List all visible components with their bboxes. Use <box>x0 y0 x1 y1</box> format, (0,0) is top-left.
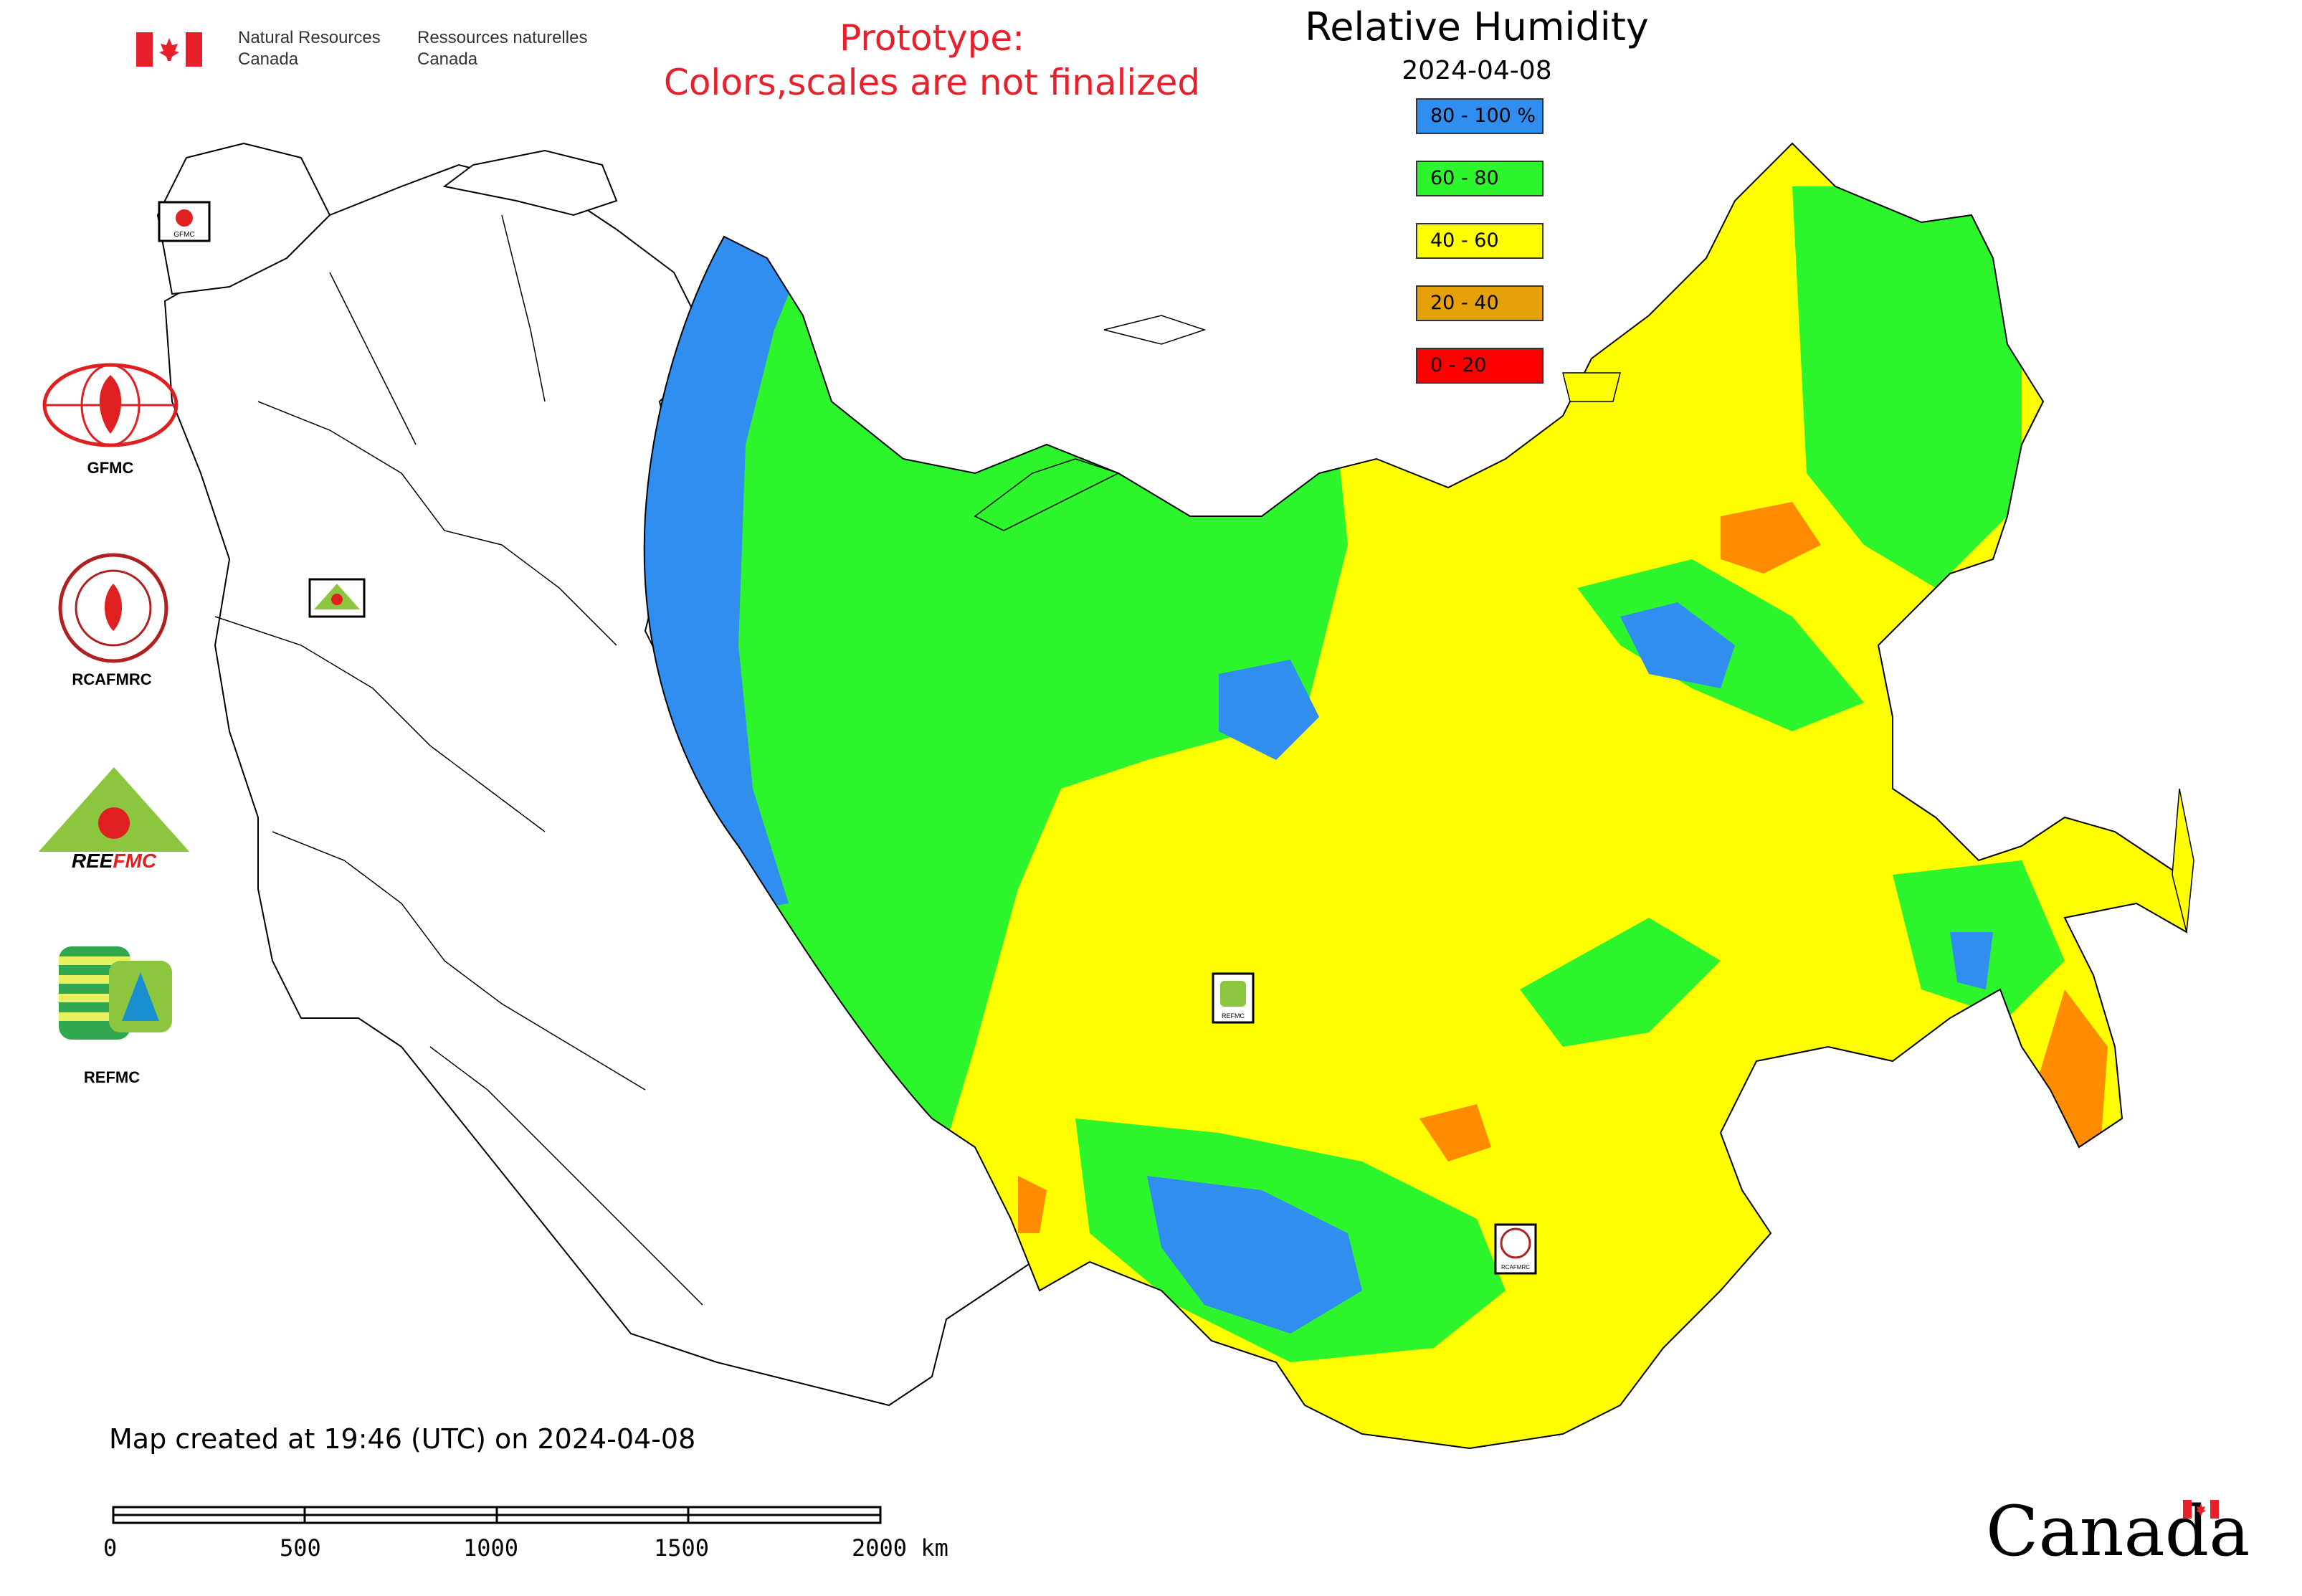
department-name-fr: Ressources naturelles Canada <box>417 28 588 69</box>
map-marker-refmc: REFMC <box>1212 972 1255 1024</box>
map-created-timestamp: Map created at 19:46 (UTC) on 2024-04-08 <box>109 1423 696 1455</box>
scale-tick-1500: 1500 <box>654 1534 710 1562</box>
rcafmrc-logo <box>57 552 169 667</box>
rcafmrc-logo-label: RCAFMRC <box>72 670 152 688</box>
reefmc-logo: REEFMC <box>37 767 191 878</box>
map-title: Relative Humidity <box>1305 4 1649 49</box>
legend-item-60-80: 60 - 80 <box>1416 161 1544 196</box>
scale-tick-1000: 1000 <box>463 1534 519 1562</box>
refmc-logo <box>59 946 172 1042</box>
department-name-en: Natural Resources Canada <box>238 28 381 69</box>
canada-wordmark: Canada <box>1986 1491 2250 1572</box>
legend-item-80-100: 80 - 100 % <box>1416 98 1544 134</box>
prototype-notice: Prototype: Colors,scales are not finaliz… <box>663 17 1201 103</box>
legend-item-40-60: 40 - 60 <box>1416 223 1544 259</box>
map-marker-rcafmrc: RCAFMRC <box>1494 1223 1537 1275</box>
canada-wordmark-flag-icon <box>2183 1500 2219 1521</box>
map-marker-reefmc <box>308 578 366 618</box>
map-marker-gfmc-label: GFMC <box>173 231 194 239</box>
scale-tick-2000-km: 2000 km <box>852 1534 948 1562</box>
map-marker-refmc-label: REFMC <box>1222 1012 1245 1020</box>
map-date: 2024-04-08 <box>1402 56 1552 85</box>
scale-tick-0: 0 <box>103 1534 118 1562</box>
arctic-islands <box>974 458 1120 531</box>
gfmc-logo-label: GFMC <box>87 459 134 477</box>
scale-tick-500: 500 <box>280 1534 321 1562</box>
scale-bar <box>112 1506 882 1524</box>
map-marker-gfmc: GFMC <box>158 201 211 242</box>
svg-text:REEFMC: REEFMC <box>72 850 157 872</box>
refmc-logo-label: REFMC <box>83 1068 141 1086</box>
canada-flag-icon <box>136 32 202 67</box>
legend-item-20-40: 20 - 40 <box>1416 285 1544 321</box>
country-outlines <box>156 142 1048 1407</box>
map-marker-rcafmrc-label: RCAFMRC <box>1501 1264 1530 1270</box>
gfmc-logo <box>42 362 179 451</box>
legend-item-0-20: 0 - 20 <box>1416 348 1544 384</box>
country-borders <box>214 214 703 1306</box>
